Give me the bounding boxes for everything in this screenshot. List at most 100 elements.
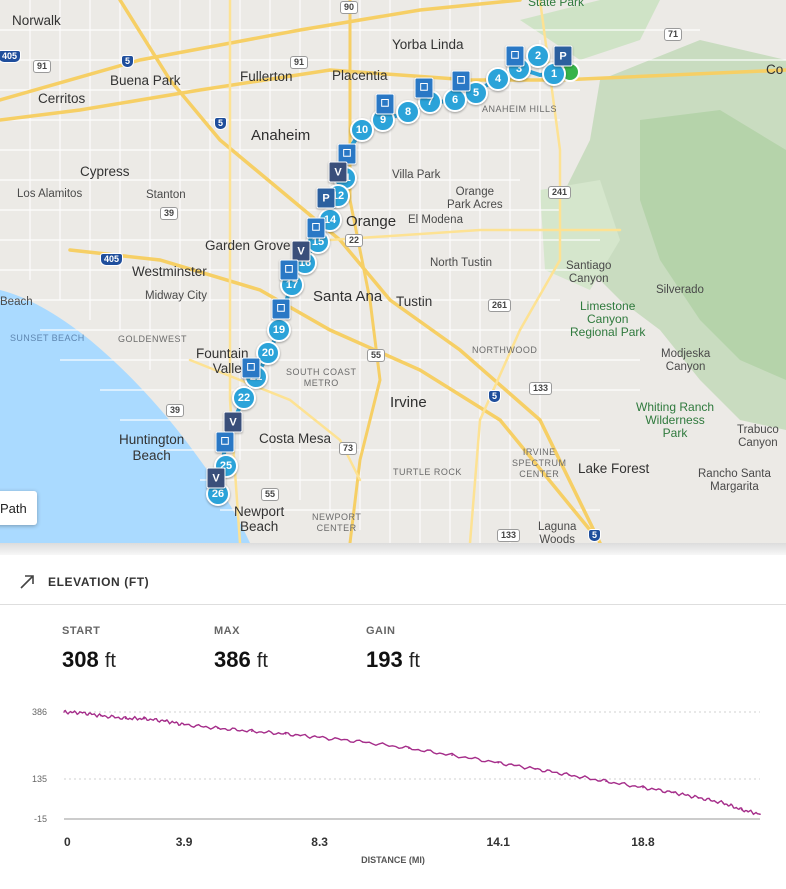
elevation-data-point <box>284 733 287 735</box>
vista-icon[interactable]: V <box>291 240 311 262</box>
mile-marker[interactable]: 4 <box>486 67 510 91</box>
place-costa-mesa: Costa Mesa <box>259 431 332 446</box>
restroom-icon[interactable]: ☐ <box>451 70 471 92</box>
place-el-modena: El Modena <box>408 214 463 226</box>
restroom-icon[interactable]: ☐ <box>279 259 299 281</box>
place-sunset-beach: SUNSET BEACH <box>10 333 85 343</box>
parking-icon[interactable]: P <box>553 45 573 67</box>
stat-max: MAX 386 ft <box>214 625 268 673</box>
elevation-data-point <box>217 727 219 730</box>
place-whiting-ranch: Whiting Ranch Wilderness Park <box>636 400 715 441</box>
x-tick-label: 0 <box>64 835 71 849</box>
highway-shield: 5 <box>121 55 135 68</box>
place-westminster: Westminster <box>132 264 207 279</box>
elevation-data-point <box>361 741 364 743</box>
elevation-data-point <box>81 712 84 714</box>
place-santa-ana: Santa Ana <box>313 288 383 305</box>
y-tick-label: 386 <box>32 707 47 717</box>
place-yorba-linda: Yorba Linda <box>392 37 464 52</box>
restroom-icon[interactable]: ☐ <box>271 298 291 320</box>
path-button[interactable]: Path <box>0 491 37 525</box>
parking-icon[interactable]: P <box>316 187 336 209</box>
place-northwood: NORTHWOOD <box>472 345 538 355</box>
elevation-data-point <box>697 796 700 799</box>
mile-marker[interactable]: 6 <box>443 88 467 112</box>
place-buena-park: Buena Park <box>110 73 181 88</box>
highway-shield: 22 <box>345 234 364 247</box>
restroom-icon[interactable]: ☐ <box>375 93 395 115</box>
mile-marker[interactable]: 22 <box>232 386 256 410</box>
restroom-icon[interactable]: ☐ <box>505 45 525 67</box>
x-tick-label: 18.8 <box>631 835 655 849</box>
place-silverado: Silverado <box>656 284 704 296</box>
highway-shield: 55 <box>367 349 386 362</box>
highway-shield: 91 <box>290 56 309 69</box>
stat-max-label: MAX <box>214 625 240 637</box>
highway-shield: 241 <box>548 186 572 199</box>
stat-gain-unit: ft <box>408 650 420 672</box>
mile-marker[interactable]: 19 <box>267 318 291 342</box>
x-tick-label: 8.3 <box>311 835 328 849</box>
mile-marker[interactable]: 8 <box>396 100 420 124</box>
place-irvine-spectrum: IRVINE SPECTRUM CENTER <box>512 447 567 479</box>
elevation-data-point <box>408 747 410 750</box>
restroom-icon[interactable]: ☐ <box>414 77 434 99</box>
highway-shield: 261 <box>488 299 512 312</box>
elevation-header[interactable]: ELEVATION (FT) <box>0 560 786 605</box>
place-los-alamitos: Los Alamitos <box>17 188 83 200</box>
place-state-park: State Park <box>528 0 585 9</box>
place-orange-park-acres: Orange Park Acres <box>447 186 503 212</box>
elevation-data-point <box>534 768 536 770</box>
place-rancho-santa-margarita: Rancho Santa Margarita <box>698 468 771 494</box>
stat-gain-value: 193 ft <box>366 647 420 673</box>
place-norwalk: Norwalk <box>12 13 61 28</box>
elevation-data-point <box>63 711 65 713</box>
place-trabuco-canyon: Trabuco Canyon <box>737 424 779 450</box>
place-huntington-beach: Huntington Beach <box>119 432 185 463</box>
vista-icon[interactable]: V <box>223 411 243 433</box>
y-tick-label: -15 <box>34 814 47 824</box>
stat-max-number: 386 <box>214 647 251 672</box>
elevation-data-point <box>497 761 500 764</box>
place-limestone-canyon: Limestone Canyon Regional Park <box>570 299 646 340</box>
highway-shield: 405 <box>0 50 22 63</box>
panel-divider <box>0 543 786 555</box>
place-placentia: Placentia <box>332 68 388 83</box>
vista-icon[interactable]: V <box>328 161 348 183</box>
stat-max-unit: ft <box>256 650 268 672</box>
place-orange: Orange <box>346 213 397 230</box>
place-irvine: Irvine <box>390 394 427 411</box>
place-lake-forest: Lake Forest <box>578 461 650 476</box>
restroom-icon[interactable]: ☐ <box>241 357 261 379</box>
stat-gain-number: 193 <box>366 647 403 672</box>
highway-shield: 90 <box>340 1 359 14</box>
mile-marker[interactable]: 10 <box>350 118 374 142</box>
place-tustin: Tustin <box>396 294 433 309</box>
vista-icon[interactable]: V <box>206 467 226 489</box>
highway-shield: 73 <box>339 442 358 455</box>
place-goldenwest: GOLDENWEST <box>118 334 188 344</box>
place-south-coast-metro: SOUTH COAST METRO <box>286 367 357 388</box>
elevation-data-point <box>318 736 321 739</box>
elevation-data-point <box>124 717 127 720</box>
elevation-data-point <box>568 774 570 776</box>
place-villa-park: Villa Park <box>392 169 441 181</box>
highway-shield: 91 <box>33 60 52 73</box>
place-newport-beach: Newport Beach <box>234 504 285 534</box>
elevation-data-point <box>143 717 145 720</box>
stat-start-label: START <box>62 625 101 637</box>
place-turtle-rock: TURTLE ROCK <box>393 467 462 477</box>
elevation-series-line <box>63 709 761 816</box>
elevation-chart[interactable]: 386 135 -15 0 3.9 8.3 14.1 18.8 DISTANCE (MI) <box>0 695 786 885</box>
restroom-icon[interactable]: ☐ <box>306 217 326 239</box>
mile-marker[interactable]: 2 <box>526 44 550 68</box>
stat-start: START 308 ft <box>62 625 116 673</box>
place-anaheim-hills: ANAHEIM HILLS <box>482 104 558 114</box>
restroom-icon[interactable]: ☐ <box>215 431 235 453</box>
place-midway-city: Midway City <box>145 290 207 302</box>
highway-shield: 5 <box>588 529 602 542</box>
place-co: Co <box>766 62 784 77</box>
stat-start-unit: ft <box>104 650 116 672</box>
x-tick-label: 3.9 <box>176 835 193 849</box>
map[interactable]: Norwalk Buena Park Fullerton Placentia Y… <box>0 0 786 543</box>
